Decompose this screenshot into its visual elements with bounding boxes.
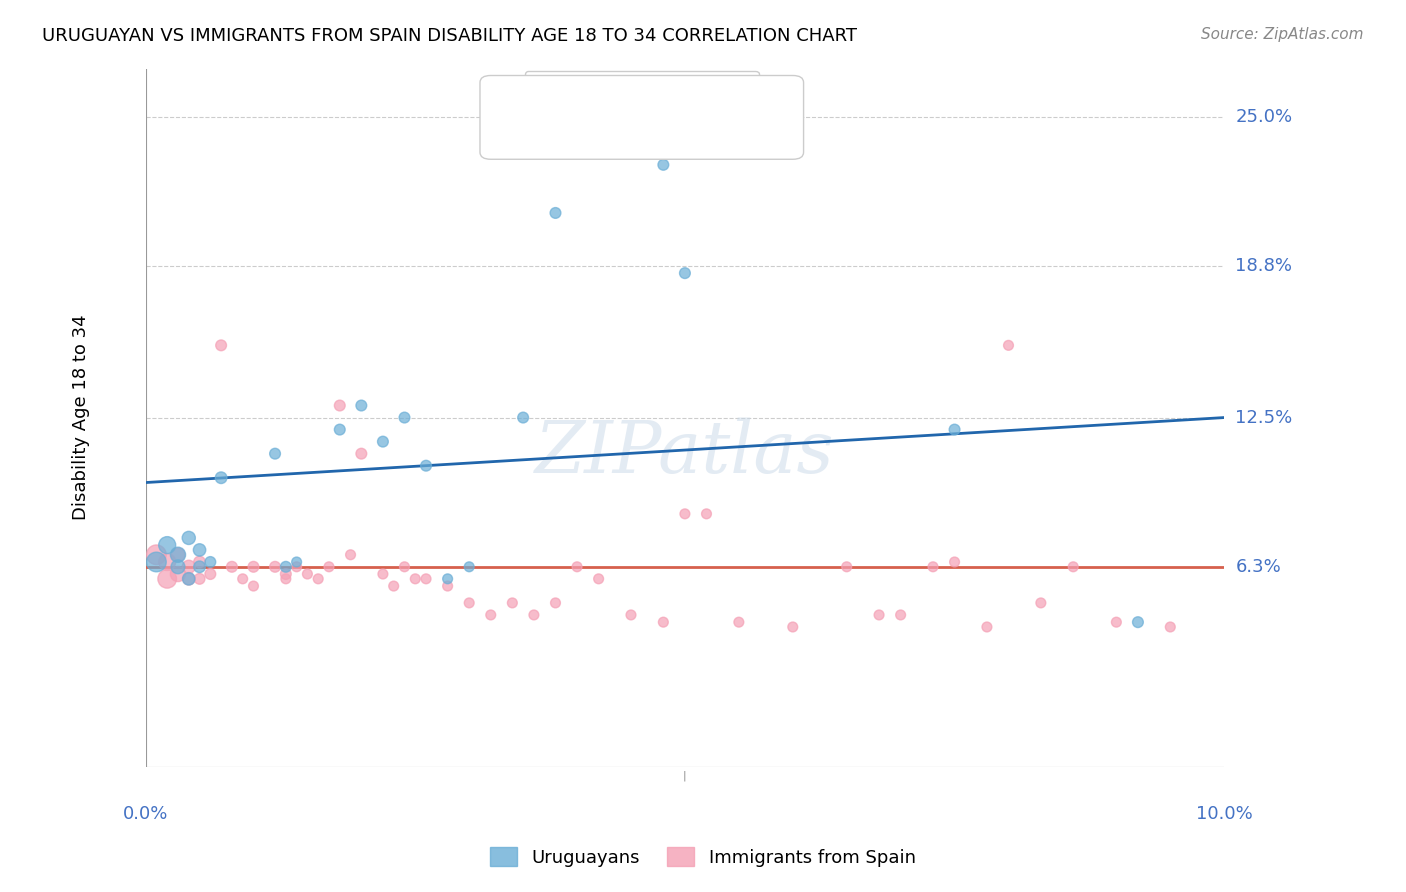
Legend: R =  0.137   N = 26, R = 0.005   N = 55: R = 0.137 N = 26, R = 0.005 N = 55 — [524, 70, 759, 138]
Point — [297, 567, 319, 582]
Point — [458, 596, 481, 610]
Point — [588, 572, 610, 586]
Point — [285, 559, 308, 574]
Point — [264, 447, 287, 461]
Point — [652, 615, 675, 629]
Text: 18.8%: 18.8% — [1236, 257, 1292, 275]
Point — [318, 559, 340, 574]
Point — [200, 555, 222, 569]
Point — [544, 596, 567, 610]
Point — [264, 559, 287, 574]
Point — [156, 538, 179, 552]
Point — [404, 572, 426, 586]
Point — [382, 579, 405, 593]
Point — [371, 434, 394, 449]
Point — [1159, 620, 1181, 634]
Point — [221, 559, 243, 574]
Text: 10.0%: 10.0% — [1197, 805, 1253, 823]
Point — [1062, 559, 1084, 574]
Point — [565, 559, 588, 574]
Point — [523, 607, 546, 622]
Point — [285, 555, 308, 569]
Point — [167, 548, 190, 562]
Point — [274, 559, 297, 574]
Point — [177, 572, 200, 586]
Point — [156, 555, 179, 569]
Point — [350, 447, 373, 461]
Point — [371, 567, 394, 582]
Point — [242, 559, 264, 574]
Point — [890, 607, 912, 622]
Point — [232, 572, 254, 586]
Point — [274, 567, 297, 582]
Text: ZIPatlas: ZIPatlas — [536, 417, 835, 488]
Point — [145, 555, 167, 569]
Text: Disability Age 18 to 34: Disability Age 18 to 34 — [72, 315, 90, 520]
Point — [156, 572, 179, 586]
Point — [415, 458, 437, 473]
Point — [544, 206, 567, 220]
Point — [512, 410, 534, 425]
Point — [242, 579, 264, 593]
Point — [167, 548, 190, 562]
Point — [943, 423, 966, 437]
Point — [329, 399, 352, 413]
Point — [458, 559, 481, 574]
Text: 6.3%: 6.3% — [1236, 558, 1281, 576]
Point — [274, 572, 297, 586]
Text: URUGUAYAN VS IMMIGRANTS FROM SPAIN DISABILITY AGE 18 TO 34 CORRELATION CHART: URUGUAYAN VS IMMIGRANTS FROM SPAIN DISAB… — [42, 27, 858, 45]
Text: Source: ZipAtlas.com: Source: ZipAtlas.com — [1201, 27, 1364, 42]
Point — [652, 158, 675, 172]
Point — [167, 559, 190, 574]
Point — [209, 471, 232, 485]
Text: |: | — [683, 771, 686, 781]
Point — [943, 555, 966, 569]
Point — [835, 559, 858, 574]
Point — [673, 266, 696, 280]
Text: 25.0%: 25.0% — [1236, 108, 1292, 126]
Point — [673, 507, 696, 521]
Point — [997, 338, 1019, 352]
Point — [1029, 596, 1052, 610]
Text: 12.5%: 12.5% — [1236, 409, 1292, 426]
Point — [436, 572, 458, 586]
Point — [177, 531, 200, 545]
Point — [145, 548, 167, 562]
Point — [209, 338, 232, 352]
Point — [782, 620, 804, 634]
Point — [1105, 615, 1128, 629]
Point — [339, 548, 361, 562]
Point — [501, 596, 523, 610]
Point — [394, 559, 416, 574]
Legend: Uruguayans, Immigrants from Spain: Uruguayans, Immigrants from Spain — [482, 840, 924, 874]
Point — [350, 399, 373, 413]
Point — [188, 555, 211, 569]
Text: 0.0%: 0.0% — [122, 805, 169, 823]
Point — [1126, 615, 1149, 629]
Point — [188, 572, 211, 586]
Point — [307, 572, 329, 586]
Point — [479, 607, 502, 622]
Point — [620, 607, 643, 622]
Point — [167, 567, 190, 582]
Point — [415, 572, 437, 586]
Point — [394, 410, 416, 425]
Point — [976, 620, 998, 634]
Point — [200, 567, 222, 582]
Point — [727, 615, 749, 629]
Point — [188, 543, 211, 558]
Point — [922, 559, 945, 574]
Point — [188, 559, 211, 574]
Point — [329, 423, 352, 437]
Point — [177, 572, 200, 586]
Point — [868, 607, 890, 622]
Point — [695, 507, 717, 521]
Point — [177, 559, 200, 574]
Point — [436, 579, 458, 593]
FancyBboxPatch shape — [479, 76, 804, 160]
